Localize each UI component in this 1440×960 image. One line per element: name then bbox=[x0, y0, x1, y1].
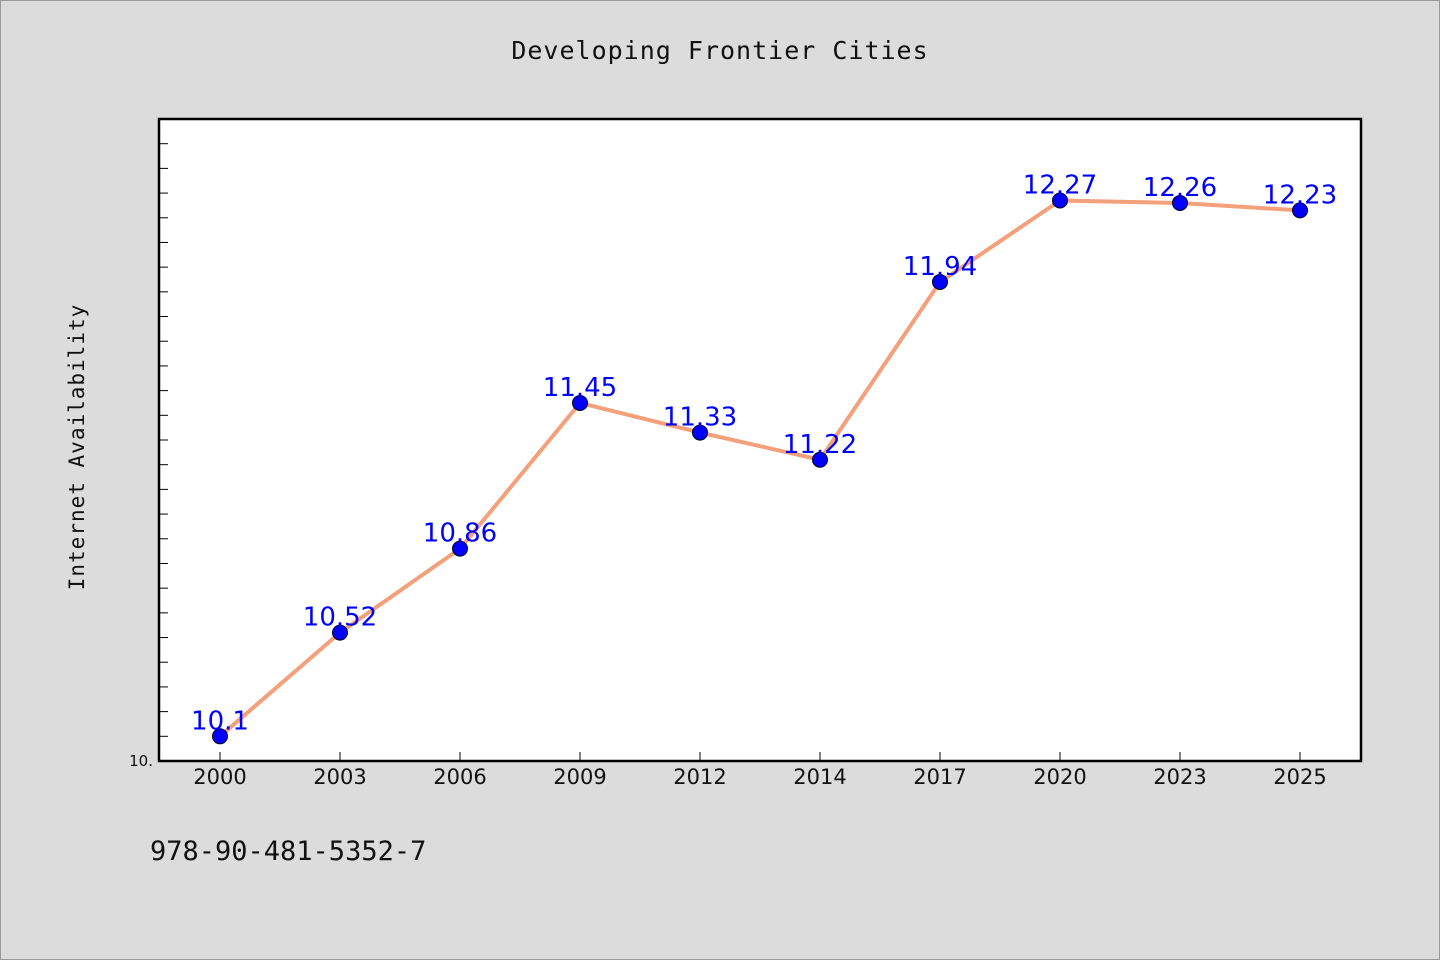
data-point bbox=[1292, 202, 1308, 219]
data-point bbox=[812, 451, 828, 468]
data-label: 11.33 bbox=[663, 403, 737, 433]
data-label: 10.52 bbox=[303, 603, 377, 633]
series-line bbox=[218, 198, 1302, 739]
x-tick-label: 2025 bbox=[1273, 765, 1326, 789]
chart-title: Developing Frontier Cities bbox=[511, 36, 929, 65]
data-point bbox=[692, 424, 708, 441]
data-point bbox=[212, 728, 228, 745]
data-point bbox=[1172, 194, 1188, 211]
data-point bbox=[932, 273, 948, 290]
x-tick-label: 2003 bbox=[313, 765, 366, 789]
data-label: 12.26 bbox=[1143, 173, 1217, 203]
x-tick-label: 2000 bbox=[193, 765, 246, 789]
x-tick-label: 2006 bbox=[433, 765, 486, 789]
data-label: 10.1 bbox=[191, 706, 249, 736]
data-label: 12.27 bbox=[1023, 170, 1097, 200]
x-tick-label: 2023 bbox=[1153, 765, 1206, 789]
data-label: 11.94 bbox=[903, 252, 977, 282]
data-point bbox=[332, 624, 348, 641]
data-point bbox=[572, 394, 588, 411]
x-tick-label: 2014 bbox=[793, 765, 846, 789]
x-tick-label: 2017 bbox=[913, 765, 966, 789]
x-tick-label: 2020 bbox=[1033, 765, 1086, 789]
series-group: 10.1 10.52 10.86 11.45 11.33 11.22 11.94 12.27 1… bbox=[191, 170, 1337, 745]
data-label: 10.86 bbox=[423, 519, 497, 549]
y-ticks: 10. bbox=[129, 143, 168, 770]
data-label: 12.23 bbox=[1263, 180, 1337, 210]
data-point bbox=[452, 540, 468, 557]
plot-area bbox=[157, 117, 1363, 763]
data-label: 11.45 bbox=[543, 373, 617, 403]
x-ticks: 2000 2003 2006 2009 2012 2014 2017 2020 2023 2025 bbox=[193, 752, 1327, 789]
x-tick-label: 2009 bbox=[553, 765, 606, 789]
isbn-footer: 978-90-481-5352-7 bbox=[150, 836, 427, 867]
y-tick-label: 10. bbox=[129, 752, 153, 770]
x-tick-label: 2012 bbox=[673, 765, 726, 789]
data-point bbox=[1052, 192, 1068, 209]
data-label: 11.22 bbox=[783, 430, 857, 460]
